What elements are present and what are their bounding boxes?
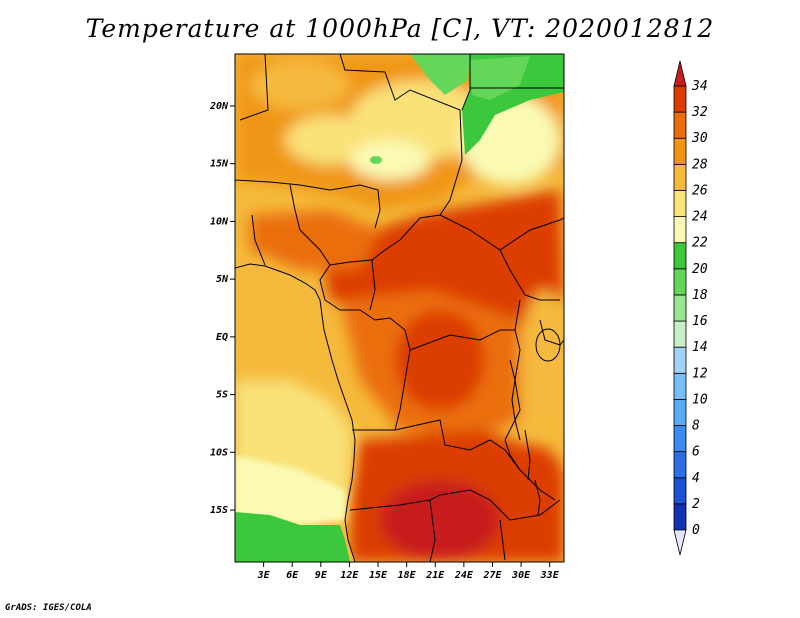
lat-tick-label: 15N <box>210 159 229 170</box>
lon-tick-label: 27E <box>482 570 502 581</box>
colorbar-label: 12 <box>692 366 708 381</box>
lat-tick-label: EQ <box>216 332 228 343</box>
colorbar-label: 18 <box>692 288 708 303</box>
colorbar-label: 30 <box>691 131 708 146</box>
lon-tick-label: 30E <box>511 570 531 581</box>
colorbar-segment <box>673 346 687 374</box>
lon-tick-label: 6E <box>286 570 299 581</box>
lon-tick-label: 9E <box>315 570 328 581</box>
colorbar-segment <box>673 242 687 270</box>
latitude-axis: 20N 15N 10N 5N EQ 5S 10S 15S <box>209 101 235 516</box>
colorbar-label: 0 <box>692 523 700 538</box>
longitude-axis: 3E 6E 9E 12E 15E 18E 21E 24E 27E 30E 33E <box>257 562 560 581</box>
colorbar-segment <box>673 425 687 453</box>
colorbar-label: 34 <box>691 79 708 94</box>
colorbar-label: 10 <box>692 392 708 407</box>
colorbar-segment <box>673 477 687 505</box>
lon-tick-label: 12E <box>340 570 359 581</box>
colorbar-label: 20 <box>692 262 708 277</box>
colorbar-segment <box>673 399 687 426</box>
plot-frame <box>234 53 565 563</box>
colorbar-segment <box>673 190 687 217</box>
colorbar-label: 16 <box>692 314 708 329</box>
colorbar-over-arrow <box>673 60 687 87</box>
colorbar-segment <box>673 451 687 479</box>
country-boundaries <box>235 54 564 562</box>
lat-tick-label: 10N <box>210 216 229 227</box>
colorbar-label: 32 <box>691 105 708 120</box>
colorbar-label: 6 <box>692 445 700 460</box>
colorbar-segment <box>673 320 687 348</box>
colorbar-segment <box>673 294 687 322</box>
lon-tick-label: 15E <box>369 570 388 581</box>
map-title: Temperature at 1000hPa [C], VT: 20200128… <box>85 14 715 43</box>
lakes <box>509 328 561 516</box>
colorbar-label: 24 <box>692 210 708 225</box>
colorbar-segment <box>673 503 687 531</box>
lat-tick-label: 10S <box>210 447 228 458</box>
colorbar-under-arrow <box>673 529 687 556</box>
colorbar-label: 22 <box>692 236 708 251</box>
lon-tick-label: 21E <box>425 570 445 581</box>
colorbar-segment <box>673 216 687 244</box>
lat-tick-label: 20N <box>209 101 229 112</box>
colorbar-label: 26 <box>692 183 708 198</box>
lat-tick-label: 15S <box>210 505 228 516</box>
lat-tick-label: 5S <box>216 390 228 401</box>
lon-tick-label: 33E <box>540 570 560 581</box>
grads-credit: GrADS: IGES/COLA <box>5 603 92 613</box>
colorbar-segment <box>673 137 687 165</box>
colorbar-segment <box>673 85 687 113</box>
lon-tick-label: 24E <box>454 570 474 581</box>
colorbar-label: 8 <box>692 419 700 434</box>
colorbar-segment <box>673 111 687 139</box>
colorbar-label: 4 <box>692 471 700 486</box>
lat-tick-label: 5N <box>216 274 229 285</box>
lon-tick-label: 18E <box>398 570 417 581</box>
colorbar-label: 2 <box>692 497 700 512</box>
colorbar-label: 14 <box>692 340 708 355</box>
lon-tick-label: 3E <box>257 570 271 581</box>
colorbar-segment <box>673 372 687 400</box>
temperature-field <box>235 54 564 562</box>
colorbar-label: 28 <box>692 157 708 172</box>
colorbar-segment <box>673 268 687 296</box>
colorbar-segment <box>673 163 687 191</box>
